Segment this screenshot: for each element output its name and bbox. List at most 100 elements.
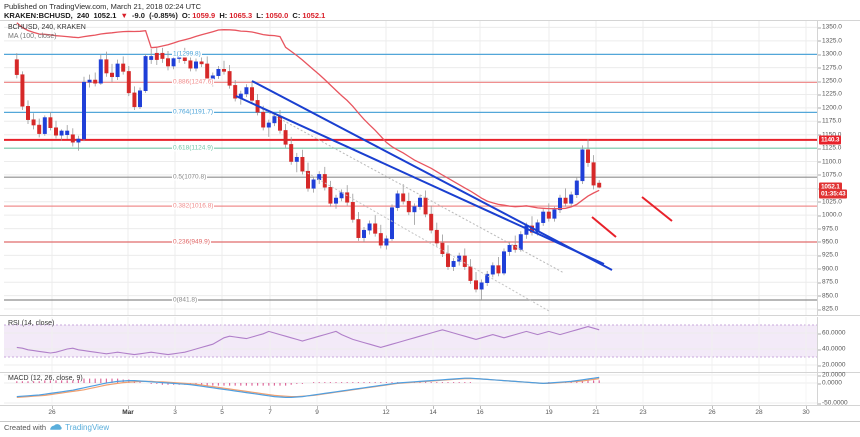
- rsi-legend: RSI (14, close): [8, 320, 55, 327]
- change-value: -9.0: [132, 11, 145, 20]
- tradingview-logo-icon: [49, 423, 62, 432]
- price-tick: 1275.0: [818, 64, 842, 72]
- footer: Created with TradingView: [4, 423, 109, 432]
- time-tick-label: 21: [592, 409, 600, 416]
- time-tick-mark: [222, 406, 223, 409]
- time-tick-mark: [175, 406, 176, 409]
- rsi-plot-area[interactable]: RSI (14, close): [4, 317, 818, 373]
- tradingview-brand[interactable]: TradingView: [65, 423, 110, 432]
- rsi-tick: 40.0000: [818, 345, 846, 353]
- main-ma-legend: MA (100, close): [8, 33, 57, 40]
- macd-tick: 20.0000: [818, 371, 846, 379]
- price-tick: 1150.0: [817, 131, 841, 138]
- fib-label-0-764: 0.764(1191.7): [172, 108, 214, 116]
- price-tick: 1100.0: [817, 158, 842, 166]
- close-label: C:: [292, 11, 301, 20]
- price-tick: 1325.0: [818, 37, 842, 45]
- time-tick-label: 30: [802, 409, 810, 416]
- price-svg: [4, 21, 818, 316]
- fib-label-0-382: 0.382(1016.8): [172, 202, 215, 210]
- price-tick: 1200.0: [818, 104, 842, 112]
- rsi-axis[interactable]: 60.0000 40.0000 20.0000: [817, 317, 860, 373]
- time-tick-label: 12: [382, 409, 390, 416]
- time-tick-mark: [712, 406, 713, 409]
- macd-plot-area[interactable]: MACD (12, 26, close, 9): [4, 373, 818, 405]
- price-tick: 950.0: [817, 238, 839, 246]
- macd-legend: MACD (12, 26, close, 9): [8, 375, 83, 382]
- time-tick-mark: [480, 406, 481, 409]
- price-tick: 925.0: [817, 251, 839, 259]
- time-tick-mark: [759, 406, 760, 409]
- time-tick-mark: [549, 406, 550, 409]
- high-value: 1065.3: [229, 11, 253, 20]
- main-legend: BCHUSD, 240, KRAKEN: [8, 24, 86, 31]
- time-tick-label: Mar: [122, 409, 134, 416]
- price-tick: 1300.0: [818, 50, 842, 58]
- fib-label-0-886: 0.886(1247.6): [172, 78, 215, 86]
- change-percent: (-0.85%): [149, 11, 178, 20]
- time-tick-mark: [317, 406, 318, 409]
- fib-label-1: 1(1299.8): [172, 50, 202, 58]
- symbol-label[interactable]: KRAKEN:BCHUSD,: [4, 11, 73, 20]
- time-tick-label: 3: [173, 409, 177, 416]
- macd-panel: MACD (12, 26, close, 9) 20.0000 0.0000 -50…: [0, 371, 860, 407]
- last-price: 1052.1: [93, 11, 117, 20]
- price-tick: 825.0: [817, 305, 839, 313]
- macd-tick: -50.0000: [818, 399, 848, 407]
- last-price-tag: 1052.1: [819, 182, 842, 192]
- price-plot-area[interactable]: BCHUSD, 240, KRAKEN MA (100, close) 1(12…: [4, 21, 818, 316]
- fib-label-0-5: 0.5(1070.8): [172, 173, 208, 181]
- time-tick-mark: [433, 406, 434, 409]
- price-tick: 1075.0: [818, 171, 842, 179]
- time-tick-label: 26: [708, 409, 716, 416]
- created-with-label: Created with: [4, 423, 47, 432]
- price-tick: 1025.0: [818, 198, 842, 206]
- change-arrow-icon: ▼: [120, 11, 128, 20]
- price-tick: 1125.0: [817, 144, 842, 152]
- fib-label-0: 0(841.8): [172, 296, 199, 304]
- rsi-tick: 60.0000: [818, 329, 846, 337]
- rsi-tick: 20.0000: [818, 361, 846, 369]
- price-tick: 875.0: [817, 278, 839, 286]
- rsi-panel-divider: [0, 372, 860, 373]
- fib-label-0-236: 0.236(949.9): [172, 238, 211, 246]
- macd-tick: 0.0000: [818, 379, 842, 387]
- price-tick: 1250.0: [818, 77, 842, 85]
- price-tick: 850.0: [817, 292, 839, 300]
- price-tick: 1350.0: [818, 23, 842, 31]
- time-tick-label: 14: [429, 409, 437, 416]
- price-tick: 1000.0: [818, 211, 842, 219]
- price-panel-divider: [0, 315, 860, 316]
- price-tick: 1225.0: [818, 90, 842, 98]
- published-line: Published on TradingView.com, March 21, …: [4, 2, 202, 11]
- time-axis[interactable]: 26 Mar 3 5 7 9 12 14 16 19 21 23 26 28 30: [0, 405, 860, 422]
- low-value: 1050.0: [265, 11, 289, 20]
- price-axis[interactable]: 1350.0 1325.0 1300.0 1275.0 1250.0 1225.0 1200…: [817, 21, 860, 316]
- time-tick-mark: [52, 406, 53, 409]
- macd-svg: [4, 373, 818, 405]
- time-tick-label: 16: [476, 409, 484, 416]
- time-tick-mark: [806, 406, 807, 409]
- rsi-panel: RSI (14, close) 60.0000 40.0000 20.0000: [0, 317, 860, 373]
- macd-axis[interactable]: 20.0000 0.0000 -50.0000: [817, 371, 860, 407]
- time-tick-mark: [386, 406, 387, 409]
- time-tick-mark: [643, 406, 644, 409]
- open-value: 1059.9: [192, 11, 216, 20]
- time-tick-mark: [128, 406, 129, 409]
- fib-label-0-618: 0.618(1124.9): [172, 144, 214, 152]
- time-tick-mark: [270, 406, 271, 409]
- time-tick-label: 28: [755, 409, 763, 416]
- time-tick-label: 7: [268, 409, 272, 416]
- interval-label[interactable]: 240: [76, 11, 90, 20]
- resistance-tag: 1140.3: [819, 135, 842, 145]
- time-tick-mark: [596, 406, 597, 409]
- header-divider: [0, 20, 860, 21]
- time-tick-label: 26: [48, 409, 56, 416]
- price-tick: 975.0: [817, 225, 839, 233]
- countdown-tag: 01:35:43: [819, 189, 848, 199]
- price-tick: 1175.0: [817, 117, 842, 125]
- time-tick-label: 9: [315, 409, 319, 416]
- close-value: 1052.1: [302, 11, 326, 20]
- price-panel: BCHUSD, 240, KRAKEN MA (100, close) 1(12…: [0, 21, 860, 316]
